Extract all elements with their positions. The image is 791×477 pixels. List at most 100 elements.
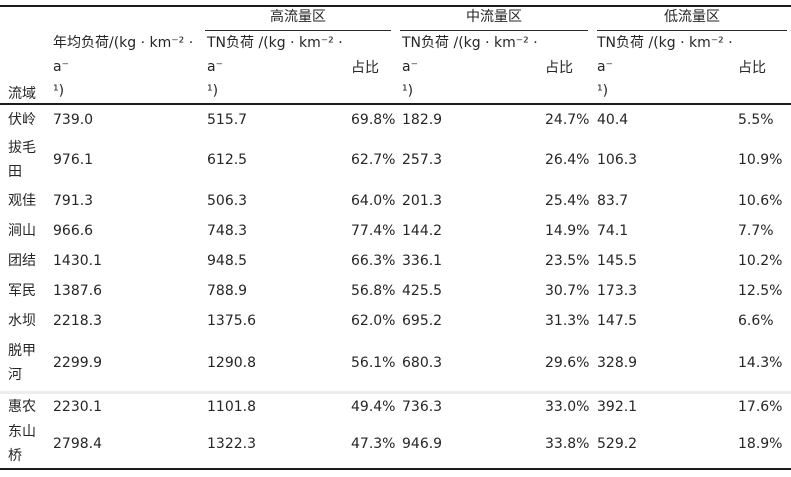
basin-column-header: 流域 <box>0 6 48 105</box>
table-row: 涧山 966.6 748.3 77.4% 144.2 14.9% 74.1 7.… <box>0 216 791 246</box>
annual-load-cell: 2299.9 <box>53 355 102 372</box>
mid-tn-cell: 425.5 <box>402 283 443 299</box>
annual-load-cell: 739.0 <box>53 111 94 128</box>
low-tn-cell: 392.1 <box>592 390 735 420</box>
mid-share-cell: 24.7% <box>545 111 590 128</box>
annual-load-cell: 976.1 <box>53 152 94 168</box>
basin-name-cell: 军民 <box>8 283 36 299</box>
high-tn-cell: 948.5 <box>207 253 248 269</box>
high-share-cell: 77.4% <box>351 223 396 239</box>
mid-tn-cell: 680.3 <box>402 355 443 372</box>
low-tn-cell: 145.5 <box>597 253 638 269</box>
table-row: 水坝 2218.3 1375.6 62.0% 695.2 31.3% 147.5… <box>0 306 791 336</box>
low-tn-cell: 106.3 <box>597 152 638 168</box>
sub-header-row: TN负荷 /(kg · km⁻² · a⁻ ¹) 占比 TN负荷 /(kg · … <box>0 31 791 105</box>
high-share-cell: 62.7% <box>351 152 396 168</box>
low-share-cell: 17.6% <box>735 390 791 420</box>
basin-name-cell: 水坝 <box>8 313 36 329</box>
table-row: 军民 1387.6 788.9 56.8% 425.5 30.7% 173.3 … <box>0 276 791 306</box>
high-tn-cell: 788.9 <box>207 283 248 299</box>
mid-share-cell: 30.7% <box>545 283 590 299</box>
mid-flow-group-header: 中流量区 <box>395 6 592 31</box>
low-share-cell: 10.9% <box>738 152 783 168</box>
mid-tn-cell: 144.2 <box>402 223 443 239</box>
low-share-cell: 14.3% <box>738 355 783 372</box>
low-flow-group-label: 低流量区 <box>597 9 787 31</box>
mid-tn-cell: 695.2 <box>402 313 443 329</box>
high-flow-group-header: 高流量区 <box>200 6 395 31</box>
table-row: 伏岭 739.0 515.7 69.8% 182.9 24.7% 40.4 5.… <box>0 104 791 134</box>
mid-tn-cell: 736.3 <box>395 390 542 420</box>
table-row: 脱甲河 2299.9 1290.8 56.1% 680.3 29.6% 328.… <box>0 336 791 392</box>
high-tn-cell: 1290.8 <box>207 355 256 372</box>
basin-name-cell: 拔毛田 <box>8 140 36 180</box>
mid-tn-cell: 182.9 <box>402 111 443 128</box>
high-tn-cell: 515.7 <box>207 111 248 128</box>
high-tn-column-header: TN负荷 /(kg · km⁻² · a⁻ ¹) <box>200 31 348 105</box>
low-share-cell: 12.5% <box>738 283 783 299</box>
high-share-cell: 56.1% <box>351 355 396 372</box>
mid-tn-column-header: TN负荷 /(kg · km⁻² · a⁻ ¹) <box>395 31 542 105</box>
low-share-cell: 10.6% <box>738 193 783 209</box>
mid-share-cell: 23.5% <box>545 253 590 269</box>
group-header-row: 流域 年均负荷/(kg · km⁻² · a⁻ ¹) 高流量区 中流量区 低流量… <box>0 6 791 105</box>
annual-load-cell: 2218.3 <box>53 313 102 329</box>
basin-name-cell: 惠农 <box>0 390 48 420</box>
high-tn-cell: 1101.8 <box>200 390 348 420</box>
mid-share-cell: 29.6% <box>545 355 590 372</box>
mid-share-cell: 33.0% <box>542 390 592 420</box>
high-tn-cell: 612.5 <box>207 152 248 168</box>
annual-load-cell: 2230.1 <box>48 390 200 420</box>
low-share-cell: 5.5% <box>738 111 774 128</box>
high-tn-cell: 748.3 <box>207 223 248 239</box>
low-tn-cell: 147.5 <box>597 313 638 329</box>
mid-tn-cell: 336.1 <box>402 253 443 269</box>
mid-share-cell: 31.3% <box>545 313 590 329</box>
table-row: 团结 1430.1 948.5 66.3% 336.1 23.5% 145.5 … <box>0 246 791 276</box>
basin-name-cell: 东山桥 <box>8 424 36 464</box>
annual-load-column-header: 年均负荷/(kg · km⁻² · a⁻ ¹) <box>48 6 200 105</box>
table-row: 惠农 2230.1 1101.8 49.4% 736.3 33.0% 392.1… <box>0 390 791 420</box>
mid-tn-cell: 257.3 <box>402 152 443 168</box>
high-flow-group-label: 高流量区 <box>205 9 391 31</box>
mid-share-cell: 14.9% <box>545 223 590 239</box>
low-share-cell: 7.7% <box>738 223 774 239</box>
low-tn-cell: 173.3 <box>597 283 638 299</box>
low-tn-cell: 40.4 <box>597 111 629 128</box>
basin-name-cell: 涧山 <box>8 223 36 239</box>
high-share-column-header: 占比 <box>348 31 395 105</box>
annual-load-cell: 1430.1 <box>53 253 102 269</box>
high-share-cell: 66.3% <box>351 253 396 269</box>
annual-load-cell: 791.3 <box>53 193 94 209</box>
mid-share-cell: 25.4% <box>545 193 590 209</box>
mid-flow-group-label: 中流量区 <box>400 9 588 31</box>
high-share-cell: 64.0% <box>351 193 396 209</box>
mid-share-cell: 33.8% <box>545 436 590 452</box>
mid-share-column-header: 占比 <box>542 31 592 105</box>
mid-tn-cell: 946.9 <box>402 436 443 452</box>
basin-name-cell: 伏岭 <box>8 111 36 128</box>
low-tn-cell: 74.1 <box>597 223 629 239</box>
low-tn-cell: 83.7 <box>597 193 629 209</box>
table-row: 观佳 791.3 506.3 64.0% 201.3 25.4% 83.7 10… <box>0 186 791 216</box>
annual-load-cell: 1387.6 <box>53 283 102 299</box>
high-share-cell: 56.8% <box>351 283 396 299</box>
low-tn-cell: 328.9 <box>597 355 638 372</box>
annual-load-cell: 2798.4 <box>53 436 102 452</box>
table-row: 拔毛田 976.1 612.5 62.7% 257.3 26.4% 106.3 … <box>0 134 791 186</box>
high-share-cell: 47.3% <box>351 436 396 452</box>
high-tn-cell: 506.3 <box>207 193 248 209</box>
high-tn-cell: 1322.3 <box>207 436 256 452</box>
low-tn-cell: 529.2 <box>597 436 638 452</box>
high-share-cell: 49.4% <box>348 390 395 420</box>
basin-name-cell: 脱甲河 <box>8 343 36 384</box>
table-row: 东山桥 2798.4 1322.3 47.3% 946.9 33.8% 529.… <box>0 420 791 469</box>
low-share-cell: 18.9% <box>738 436 783 452</box>
annual-load-cell: 966.6 <box>53 223 94 239</box>
high-share-cell: 69.8% <box>351 111 396 128</box>
high-share-cell: 62.0% <box>351 313 396 329</box>
high-tn-cell: 1375.6 <box>207 313 256 329</box>
low-tn-column-header: TN负荷 /(kg · km⁻² · a⁻ ¹) <box>592 31 735 105</box>
low-share-cell: 10.2% <box>738 253 783 269</box>
basin-name-cell: 观佳 <box>8 193 36 209</box>
